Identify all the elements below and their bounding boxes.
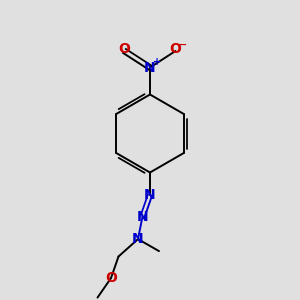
Text: O: O bbox=[105, 271, 117, 285]
Text: N: N bbox=[137, 210, 148, 224]
Text: −: − bbox=[177, 40, 187, 50]
Text: N: N bbox=[144, 188, 156, 202]
Text: N: N bbox=[132, 232, 144, 246]
Text: O: O bbox=[169, 42, 181, 56]
Text: N: N bbox=[144, 61, 156, 74]
Text: O: O bbox=[118, 42, 130, 56]
Text: +: + bbox=[152, 57, 161, 67]
